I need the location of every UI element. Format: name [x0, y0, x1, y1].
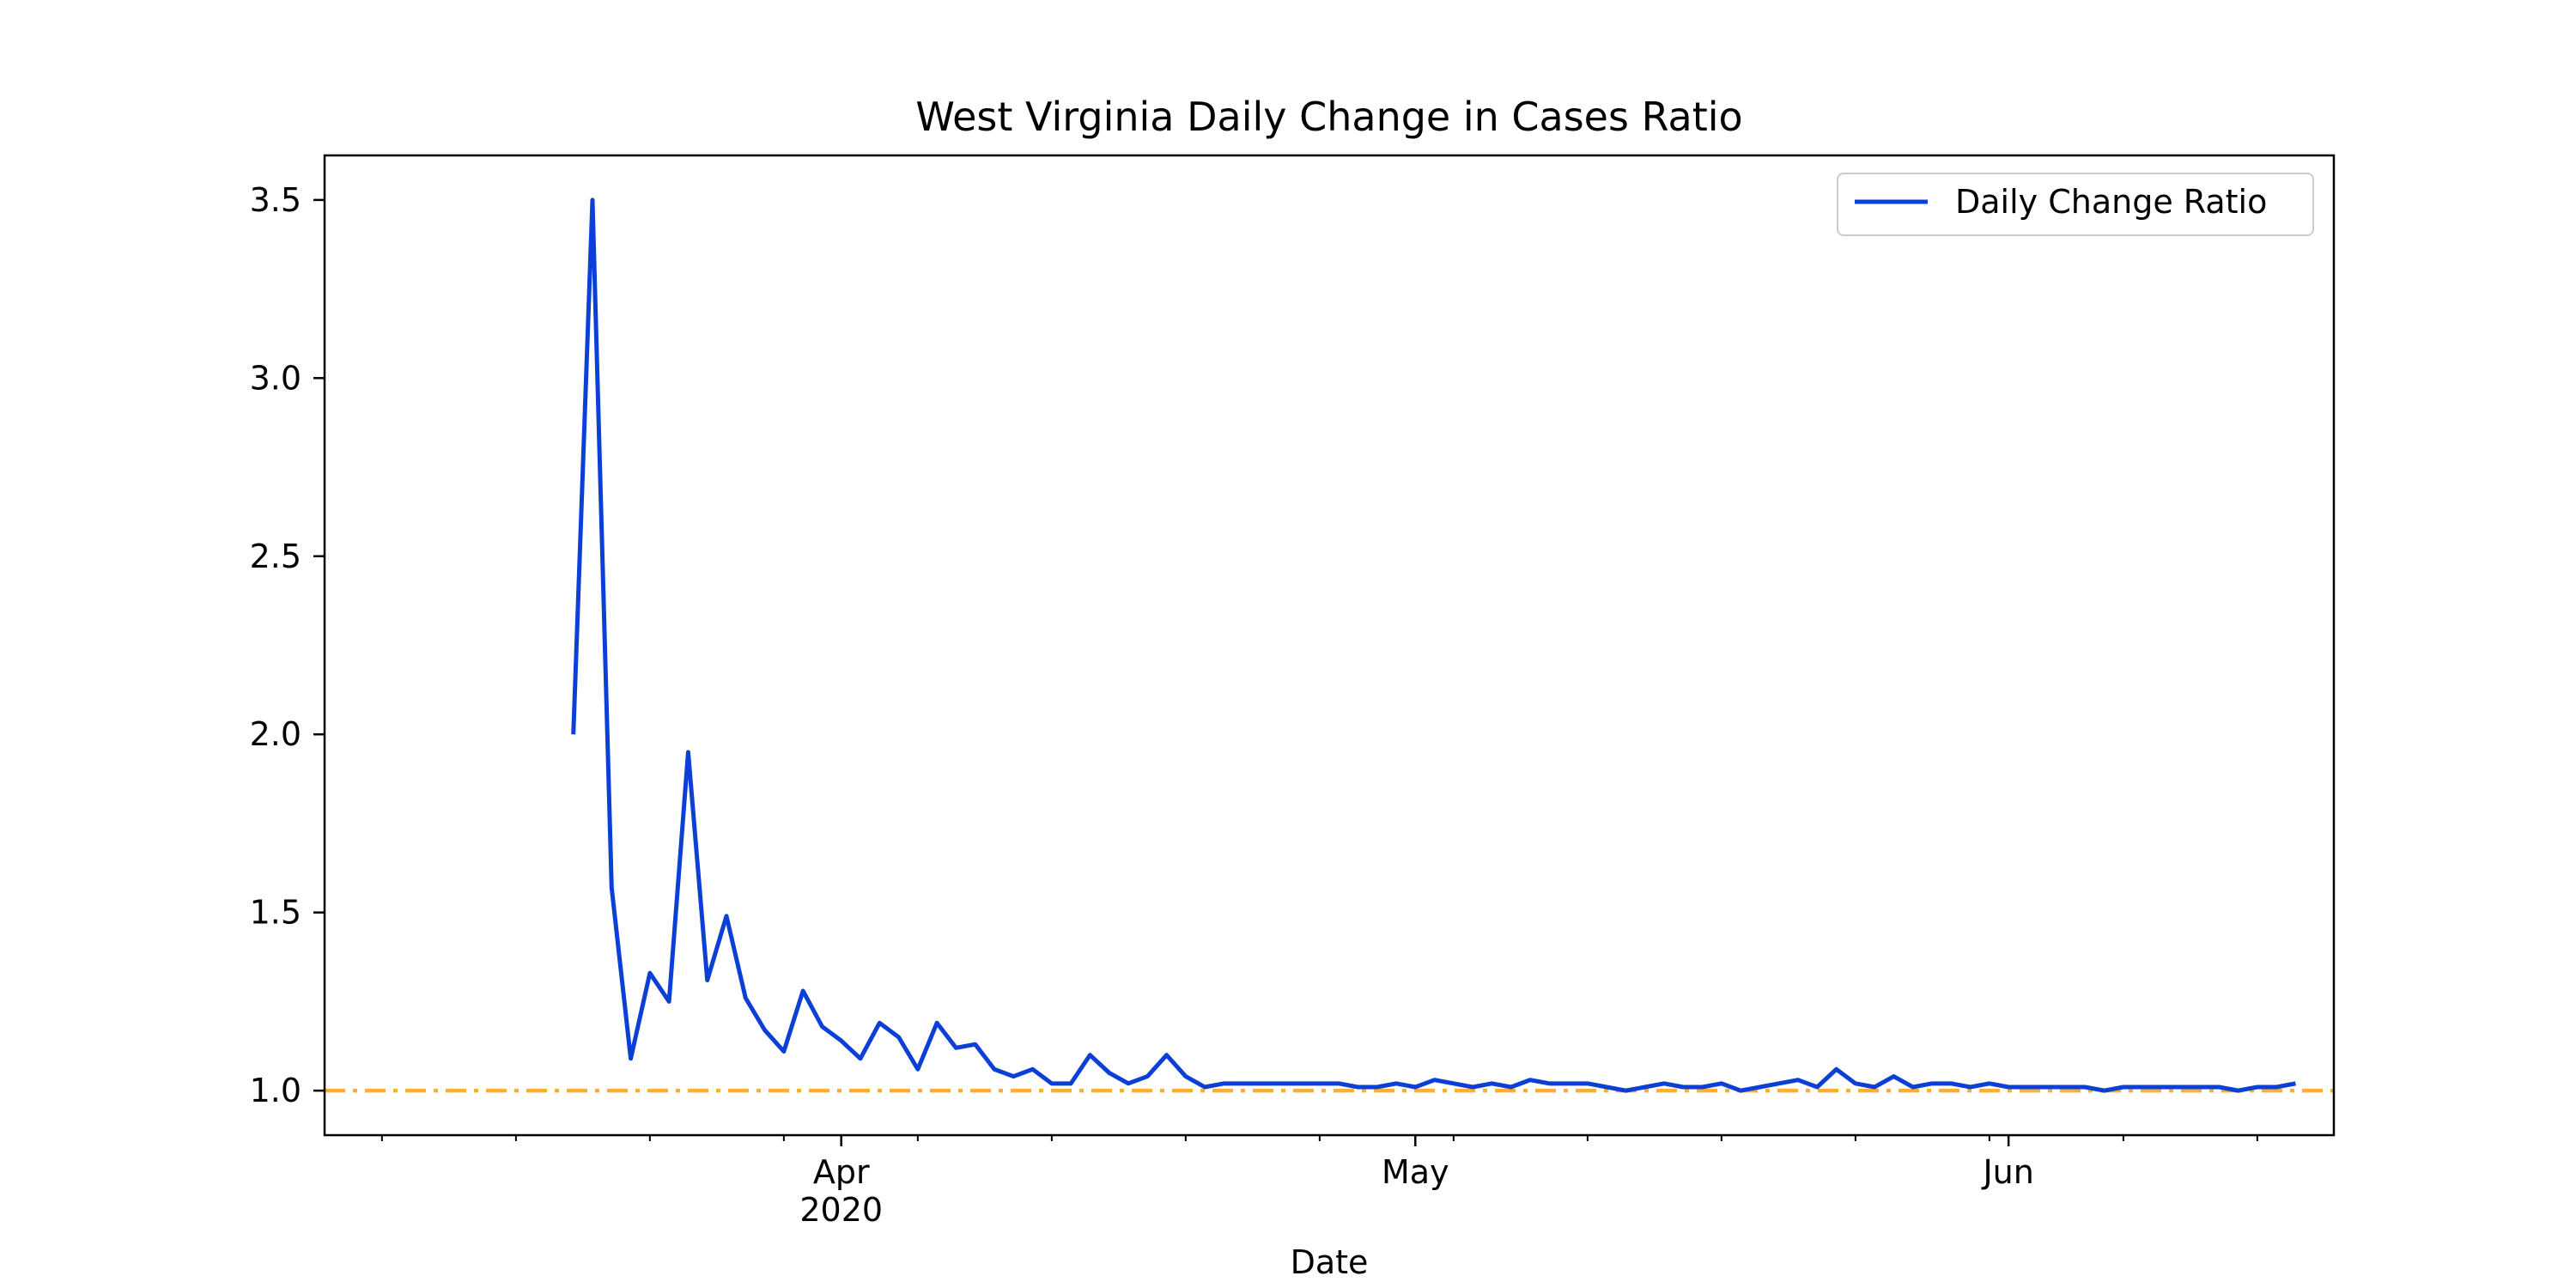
x-axis-label: Date [1291, 1243, 1369, 1281]
legend: Daily Change Ratio [1837, 173, 2314, 236]
x-tick-label: Apr [813, 1153, 870, 1191]
plot-area [325, 197, 2334, 1093]
legend-box [1837, 173, 2314, 236]
x-tick-label: Jun [1981, 1153, 2033, 1191]
legend-label: Daily Change Ratio [1955, 183, 2267, 221]
x-tick-label: May [1382, 1153, 1449, 1191]
plot-frame [323, 154, 2336, 1137]
y-tick-label: 1.5 [250, 894, 301, 932]
series-line-daily-change-ratio [571, 197, 2296, 1093]
chart-title: West Virginia Daily Change in Cases Rati… [915, 94, 1742, 140]
x-tick-sublabel: 2020 [799, 1191, 883, 1229]
y-tick-label: 2.5 [250, 538, 301, 575]
y-tick-label: 3.0 [250, 359, 301, 397]
y-tick-label: 3.5 [250, 181, 301, 219]
y-tick-label: 1.0 [250, 1072, 301, 1109]
y-tick-label: 2.0 [250, 715, 301, 753]
